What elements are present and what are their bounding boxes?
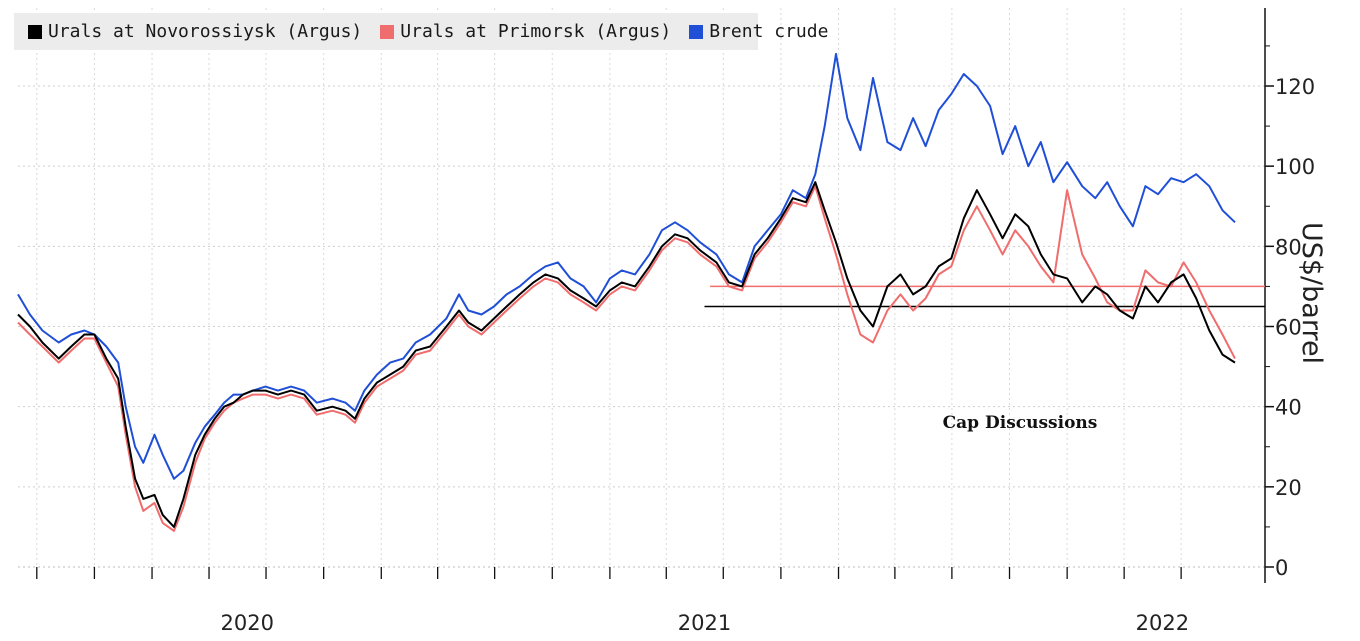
- y-tick-label: 20: [1275, 476, 1302, 500]
- x-axis-tick-labels: 2020 2021 2022: [221, 611, 1190, 635]
- series-line-urals-at-novorossiysk-argus: [17, 181, 1236, 528]
- y-tick-label: 100: [1275, 155, 1315, 179]
- x-tick-label: 2022: [1136, 611, 1189, 635]
- series-line-brent-crude: [17, 52, 1236, 480]
- y-axis-ticks: [1265, 45, 1274, 568]
- y-axis-title: US$/barrel: [1296, 222, 1327, 364]
- legend: Urals at Novorossiysk (Argus) Urals at P…: [14, 13, 828, 50]
- x-tick-label: 2020: [221, 611, 274, 635]
- cap-discussions-annotation: Cap Discussions: [943, 413, 1098, 433]
- legend-label: Urals at Primorsk (Argus): [400, 21, 672, 42]
- y-axis-tick-labels: 0 20 40 60 80 100 120: [1275, 75, 1315, 580]
- reference-lines: [704, 285, 1265, 308]
- gridlines: [18, 8, 1265, 568]
- y-tick-label: 60: [1275, 316, 1302, 340]
- series-line-urals-at-primorsk-argus: [17, 185, 1236, 532]
- legend-item-urals-novorossiysk[interactable]: Urals at Novorossiysk (Argus): [28, 21, 362, 42]
- y-tick-label: 40: [1275, 396, 1302, 420]
- x-tick-label: 2021: [678, 611, 731, 635]
- legend-label: Brent crude: [709, 21, 829, 42]
- legend-swatch-primorsk: [380, 24, 395, 39]
- legend-label: Urals at Novorossiysk (Argus): [48, 21, 363, 42]
- y-tick-label: 0: [1275, 556, 1288, 580]
- legend-item-brent-crude[interactable]: Brent crude: [689, 21, 828, 42]
- legend-swatch-brent: [689, 24, 704, 39]
- series-lines: [17, 52, 1236, 532]
- x-axis-ticks: [36, 567, 1182, 579]
- legend-item-urals-primorsk[interactable]: Urals at Primorsk (Argus): [380, 21, 671, 42]
- y-tick-label: 80: [1275, 235, 1302, 259]
- y-tick-label: 120: [1275, 75, 1315, 99]
- legend-swatch-novorossiysk: [28, 24, 42, 39]
